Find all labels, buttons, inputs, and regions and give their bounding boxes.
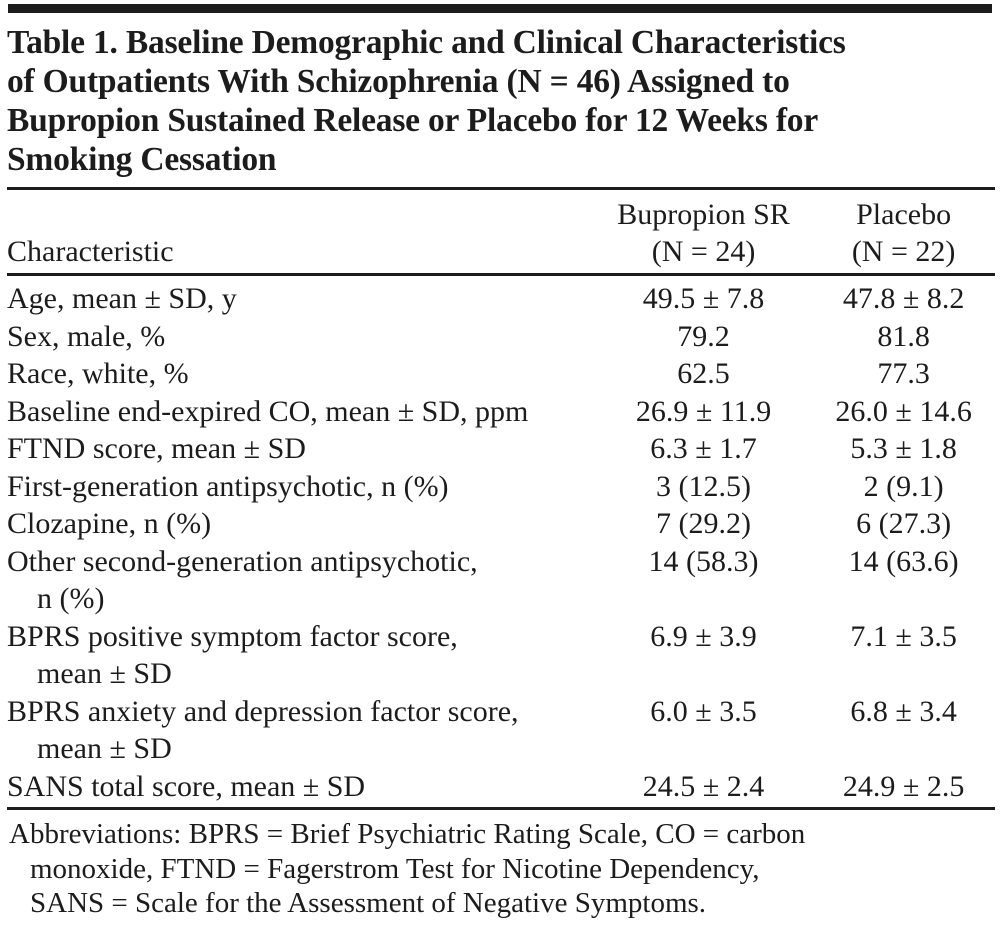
journal-table-figure: Table 1. Baseline Demographic and Clinic…: [0, 4, 1000, 926]
table-row: BPRS anxiety and depression factor score…: [7, 693, 995, 768]
bupropion-value: 14 (58.3): [648, 544, 759, 578]
row-label: SANS total score, mean ± SD: [7, 769, 366, 803]
placebo-value: 14 (63.6): [848, 544, 959, 578]
placebo-value: 5.3 ± 1.8: [850, 432, 957, 465]
row-label-continued: n (%): [37, 582, 105, 615]
table-row: Other second-generation antipsychotic, n…: [7, 543, 995, 618]
table-row: Clozapine, n (%) 7 (29.2) 6 (27.3): [7, 505, 995, 543]
row-label: Other second-generation antipsychotic,: [7, 544, 478, 578]
table-row: SANS total score, mean ± SD 24.5 ± 2.4 2…: [7, 768, 995, 806]
characteristic-cell: Race, white, %: [7, 355, 595, 393]
placebo-value: 6.8 ± 3.4: [850, 694, 957, 728]
footnote-line: Abbreviations: BPRS = Brief Psychiatric …: [9, 818, 806, 850]
characteristic-cell: Baseline end-expired CO, mean ± SD, ppm: [7, 393, 595, 431]
table-row: FTND score, mean ± SD 6.3 ± 1.7 5.3 ± 1.…: [7, 430, 995, 468]
table-title-line: of Outpatients With Schizophrenia (N = 4…: [7, 63, 790, 100]
row-label-continued: mean ± SD: [37, 732, 172, 765]
table-title-line: Smoking Cessation: [7, 141, 277, 178]
characteristics-table: Characteristic Bupropion SR (N = 24) Pla…: [7, 190, 995, 805]
bupropion-value: 6.0 ± 3.5: [650, 694, 757, 728]
placebo-value: 81.8: [877, 319, 930, 353]
bupropion-value: 3 (12.5): [656, 469, 752, 503]
row-label: BPRS anxiety and depression factor score…: [7, 694, 519, 728]
placebo-value: 77.3: [877, 357, 930, 390]
row-label: Clozapine, n (%): [7, 507, 212, 540]
footnote-line: monoxide, FTND = Fagerstrom Test for Nic…: [30, 852, 760, 885]
bupropion-value: 24.5 ± 2.4: [642, 769, 765, 803]
table-row: Age, mean ± SD, y 49.5 ± 7.8 47.8 ± 8.2: [7, 275, 995, 318]
row-label: Race, white, %: [7, 357, 189, 390]
placebo-value: 2 (9.1): [863, 469, 944, 503]
table-row: Baseline end-expired CO, mean ± SD, ppm …: [7, 393, 995, 431]
table-row: First-generation antipsychotic, n (%) 3 …: [7, 468, 995, 506]
row-label: Sex, male, %: [7, 319, 166, 353]
placebo-value: 6 (27.3): [856, 507, 952, 540]
row-label: Age, mean ± SD, y: [7, 282, 237, 315]
table-body: Age, mean ± SD, y 49.5 ± 7.8 47.8 ± 8.2 …: [7, 275, 995, 806]
row-label: BPRS positive symptom factor score,: [7, 619, 458, 653]
placebo-value: 7.1 ± 3.5: [850, 619, 957, 653]
top-rule-bar: [8, 4, 992, 13]
row-label: FTND score, mean ± SD: [7, 432, 306, 465]
bupropion-value: 62.5: [677, 357, 730, 390]
placebo-value: 47.8 ± 8.2: [842, 282, 965, 315]
characteristic-cell: First-generation antipsychotic, n (%): [7, 468, 595, 506]
row-label-continued: mean ± SD: [37, 657, 172, 690]
table-title: Table 1. Baseline Demographic and Clinic…: [7, 13, 995, 190]
column-header-bupropion-n: (N = 24): [651, 235, 756, 268]
table-title-line: Bupropion Sustained Release or Placebo f…: [7, 102, 819, 139]
table-header: Characteristic Bupropion SR (N = 24) Pla…: [7, 190, 995, 276]
table-row: Sex, male, % 79.2 81.8: [7, 318, 995, 356]
placebo-value: 24.9 ± 2.5: [842, 769, 965, 803]
table-row: Race, white, % 62.5 77.3: [7, 355, 995, 393]
row-label: Baseline end-expired CO, mean ± SD, ppm: [7, 394, 529, 428]
column-header-bupropion: Bupropion SR (N = 24): [594, 190, 813, 276]
table-row: BPRS positive symptom factor score, mean…: [7, 618, 995, 693]
table-footnote: Abbreviations: BPRS = Brief Psychiatric …: [7, 807, 995, 926]
column-header-placebo: Placebo (N = 22): [812, 190, 995, 276]
column-header-characteristic: Characteristic: [7, 190, 595, 276]
column-header-placebo-n: (N = 22): [851, 235, 956, 268]
footnote-line: SANS = Scale for the Assessment of Negat…: [30, 887, 707, 919]
table-title-line: Table 1. Baseline Demographic and Clinic…: [7, 24, 846, 61]
characteristic-cell: BPRS anxiety and depression factor score…: [7, 693, 595, 768]
bupropion-value: 79.2: [677, 319, 730, 353]
column-header-bupropion-name: Bupropion SR: [617, 198, 790, 231]
bupropion-value: 7 (29.2): [656, 507, 752, 540]
characteristic-cell: BPRS positive symptom factor score, mean…: [7, 618, 595, 693]
bupropion-value: 49.5 ± 7.8: [642, 282, 765, 315]
characteristic-cell: Clozapine, n (%): [7, 505, 595, 543]
bupropion-value: 6.9 ± 3.9: [650, 619, 757, 653]
column-header-placebo-name: Placebo: [856, 198, 952, 231]
bupropion-value: 26.9 ± 11.9: [635, 394, 772, 428]
characteristic-cell: Age, mean ± SD, y: [7, 275, 595, 318]
characteristic-cell: SANS total score, mean ± SD: [7, 768, 595, 806]
characteristic-cell: FTND score, mean ± SD: [7, 430, 595, 468]
characteristic-cell: Sex, male, %: [7, 318, 595, 356]
characteristic-cell: Other second-generation antipsychotic, n…: [7, 543, 595, 618]
bupropion-value: 6.3 ± 1.7: [650, 432, 757, 465]
placebo-value: 26.0 ± 14.6: [835, 394, 972, 428]
row-label: First-generation antipsychotic, n (%): [7, 469, 449, 503]
